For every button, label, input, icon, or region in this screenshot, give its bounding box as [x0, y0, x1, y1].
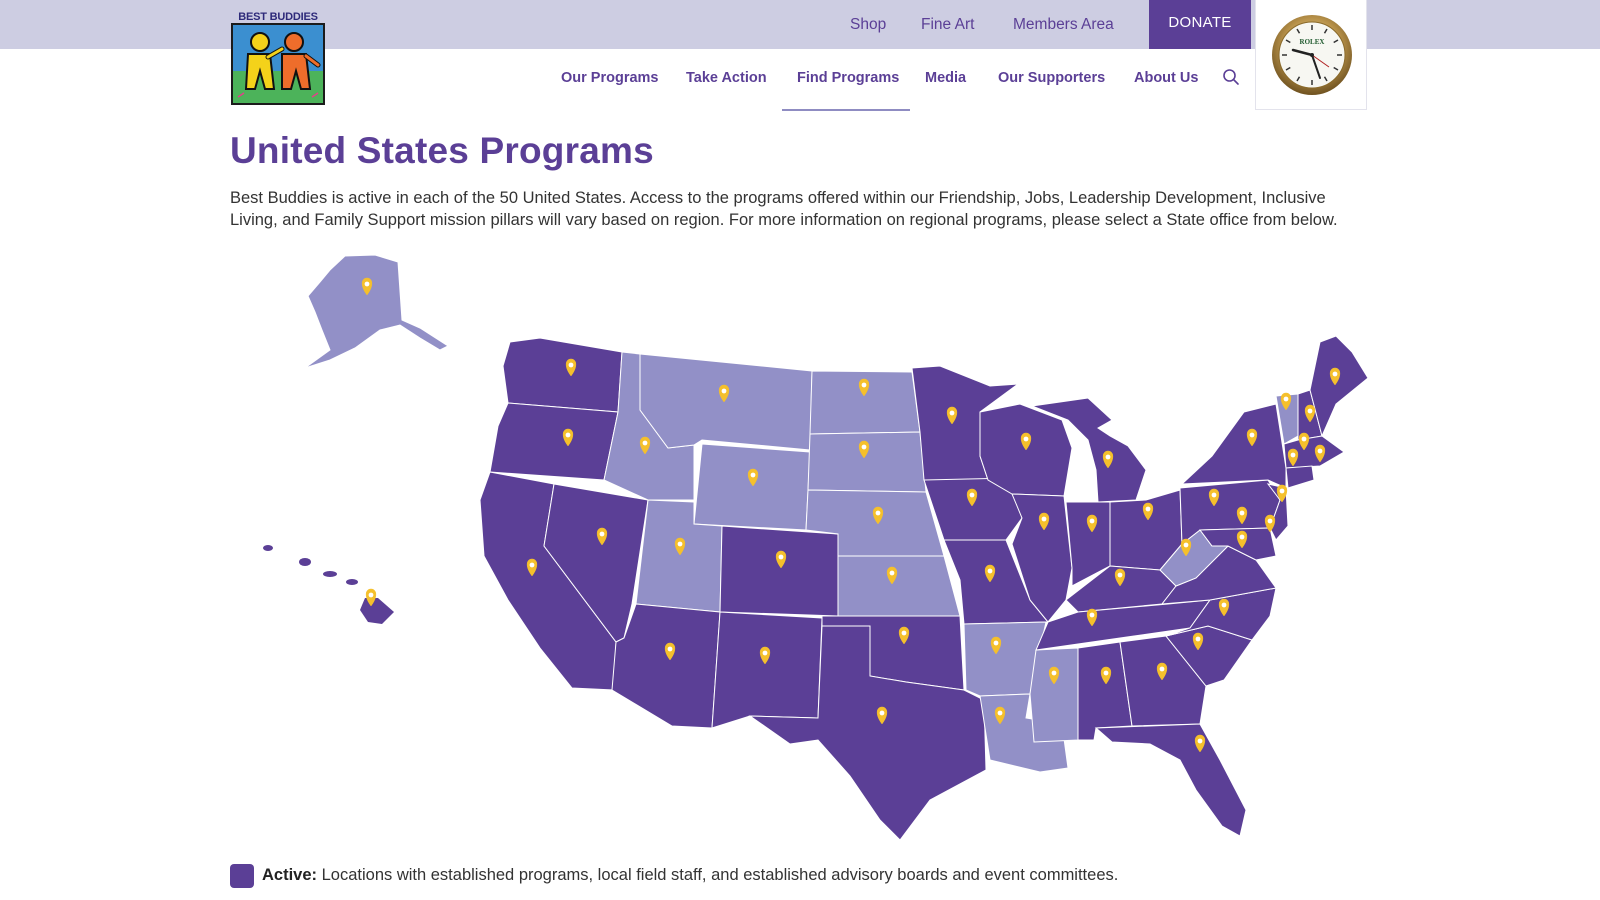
rolex-clock-widget[interactable]: ROLEX — [1255, 0, 1367, 110]
logo-text: BEST BUDDIES — [238, 11, 318, 23]
state-oregon[interactable] — [489, 402, 619, 481]
nav-find-programs[interactable]: Find Programs — [797, 70, 900, 86]
clock-brand-text: ROLEX — [1300, 38, 1325, 46]
nav-media[interactable]: Media — [925, 70, 967, 86]
nav-our-supporters[interactable]: Our Supporters — [998, 70, 1106, 86]
state-mississippi[interactable] — [1029, 647, 1079, 743]
donate-button[interactable]: DONATE — [1149, 0, 1251, 49]
active-legend-swatch — [230, 864, 254, 888]
page-title: United States Programs — [230, 130, 654, 171]
intro-paragraph: Best Buddies is active in each of the 50… — [230, 189, 1338, 229]
state-washington[interactable] — [502, 337, 623, 413]
active-legend-label: Active: — [262, 866, 318, 884]
state-texas[interactable] — [748, 625, 987, 841]
clock-icon: ROLEX — [1272, 15, 1352, 95]
shop-link[interactable]: Shop — [850, 16, 887, 33]
state-kansas[interactable] — [837, 555, 961, 617]
state-new-mexico[interactable] — [711, 611, 823, 729]
active-nav-indicator — [782, 109, 910, 111]
state-montana[interactable] — [639, 353, 813, 451]
nav-our-programs[interactable]: Our Programs — [561, 70, 659, 86]
nav-take-action[interactable]: Take Action — [686, 70, 767, 86]
state-michigan[interactable] — [1030, 397, 1147, 503]
state-arizona[interactable] — [611, 603, 721, 729]
fine-art-link[interactable]: Fine Art — [921, 16, 975, 33]
active-legend-text: Active: Locations with established progr… — [262, 866, 1118, 885]
state-florida[interactable] — [1094, 723, 1247, 837]
state-south-dakota[interactable] — [807, 431, 927, 493]
state-indiana[interactable] — [1065, 501, 1111, 587]
state-new-york[interactable] — [1180, 403, 1287, 489]
state-alaska[interactable] — [304, 254, 450, 369]
best-buddies-logo-icon: BEST BUDDIES — [231, 11, 325, 105]
state-maine[interactable] — [1309, 335, 1369, 438]
state-connecticut[interactable] — [1285, 465, 1315, 489]
active-legend-description: Locations with established programs, loc… — [317, 866, 1119, 884]
search-icon[interactable] — [1222, 68, 1240, 86]
nav-about-us[interactable]: About Us — [1134, 70, 1199, 86]
state-colorado[interactable] — [719, 525, 839, 617]
us-programs-map — [263, 254, 1369, 841]
state-wyoming[interactable] — [693, 443, 811, 531]
state-georgia[interactable] — [1119, 635, 1207, 727]
members-area-link[interactable]: Members Area — [1013, 16, 1114, 33]
state-hawaii[interactable] — [263, 545, 394, 624]
best-buddies-logo[interactable]: BEST BUDDIES — [230, 9, 326, 106]
